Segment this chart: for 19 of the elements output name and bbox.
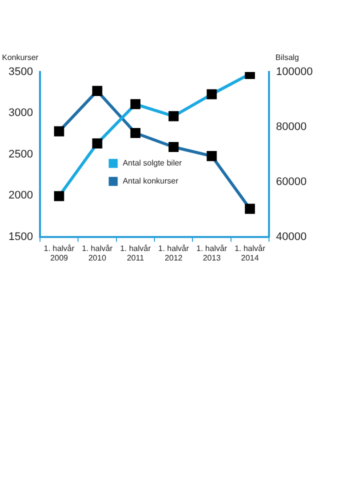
x-tick-label: 1. halvår 2012 [158,244,190,262]
y2-tick-label: 100000 [276,66,313,78]
x-tick-label: 1. halvår 2011 [120,244,152,262]
y2-axis-title: Bilsalg [275,53,299,62]
y-tick-label: 3000 [8,107,33,120]
x-tick-label: 1. halvår 2010 [82,244,113,262]
y2-tick-label: 40000 [276,230,307,243]
y-tick-label: 1500 [8,230,33,243]
y-tick-label: 2000 [8,190,33,202]
x-tick-label: 1. halvår 2009 [44,244,75,262]
y-axis-title: Konkurser [2,53,39,62]
legend-label: Antal solgte biler [122,158,182,168]
y-tick-label: 3500 [8,66,33,78]
x-tick-label: 1. halvår 2013 [196,244,228,262]
legend-label: Antal konkurser [122,176,179,186]
x-tick-label: 1. halvår 2014 [234,244,266,262]
y2-tick-label: 80000 [276,120,307,133]
y-tick-label: 2500 [8,148,33,160]
y2-tick-label: 60000 [276,176,307,188]
